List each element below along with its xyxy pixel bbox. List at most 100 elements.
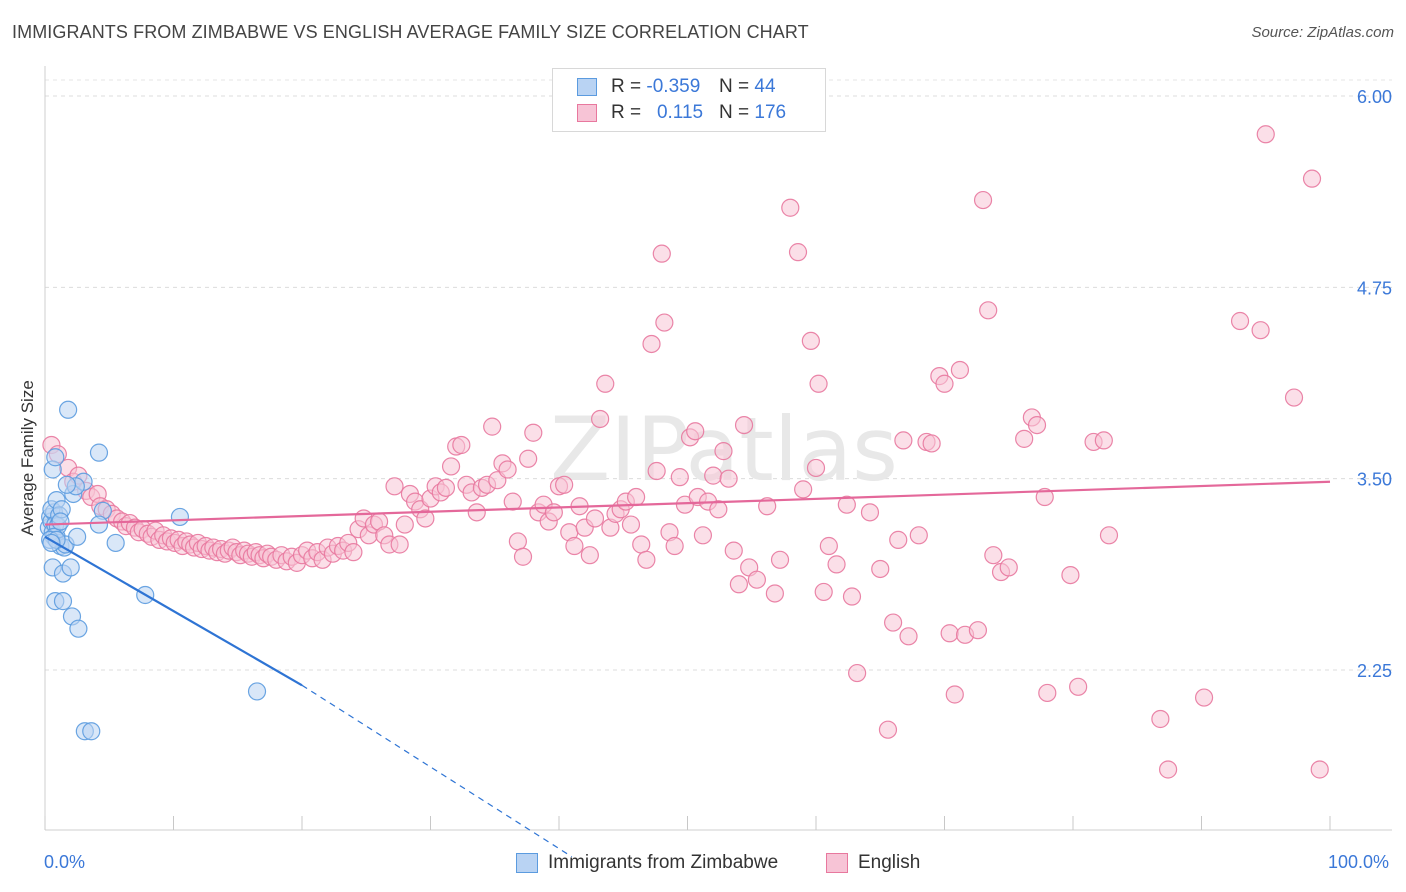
english-point	[585, 509, 605, 528]
english-point	[1194, 688, 1214, 707]
legend-n-zimbabwe: N = 44	[719, 76, 776, 97]
chart-title: IMMIGRANTS FROM ZIMBABWE VS ENGLISH AVER…	[12, 22, 809, 42]
english-point	[801, 331, 820, 351]
english-point	[809, 374, 828, 393]
zimbabwe-point	[82, 722, 101, 741]
zimbabwe-point	[59, 400, 78, 419]
zimbabwe-trend-line	[44, 535, 303, 687]
legend-n-english: N = 176	[719, 102, 787, 123]
english-point	[395, 515, 414, 534]
legend-swatch-blue	[577, 78, 597, 96]
english-point	[344, 543, 363, 562]
english-point	[747, 570, 766, 589]
english-point	[693, 526, 713, 545]
english-point	[781, 198, 800, 217]
english-point	[642, 334, 661, 354]
english-point	[827, 555, 846, 574]
english-point	[626, 487, 646, 507]
english-point	[1230, 311, 1250, 331]
english-point	[724, 541, 743, 560]
english-point	[1251, 321, 1270, 340]
english-point	[842, 587, 862, 606]
english-point	[441, 457, 461, 476]
english-point	[709, 500, 728, 519]
zimbabwe-point	[170, 507, 190, 527]
english-point	[999, 558, 1018, 577]
english-point	[968, 621, 988, 640]
english-point	[1256, 125, 1275, 144]
english-point	[436, 478, 456, 497]
english-point	[519, 449, 538, 468]
english-point	[819, 536, 838, 556]
english-point	[899, 627, 918, 646]
english-point	[670, 468, 689, 487]
english-point	[860, 503, 880, 522]
zimbabwe-point	[46, 448, 65, 467]
english-point	[714, 442, 733, 461]
english-point	[979, 301, 998, 320]
english-point	[513, 547, 533, 566]
english-point	[871, 559, 890, 579]
english-point	[591, 409, 610, 429]
zimbabwe-point	[89, 443, 109, 462]
english-point	[935, 374, 954, 393]
bottom-legend-english: English	[826, 852, 920, 874]
english-point	[390, 535, 409, 554]
bottom-legend-zimbabwe: Immigrants from Zimbabwe	[516, 852, 778, 874]
bottom-swatch-pink	[826, 853, 848, 873]
english-point	[984, 546, 1003, 565]
y-axis-title: Average Family Size	[18, 380, 37, 536]
legend-swatch-pink	[577, 104, 597, 122]
english-point	[909, 526, 928, 545]
english-point	[973, 190, 993, 210]
bottom-swatch-blue	[516, 853, 538, 873]
english-point	[814, 582, 833, 602]
english-point	[806, 458, 826, 478]
x-max-label: 100.0%	[1328, 852, 1390, 872]
english-point	[950, 360, 970, 380]
english-points	[42, 125, 1329, 779]
english-point	[837, 495, 856, 514]
y-tick-label: 2.25	[1357, 661, 1392, 681]
english-point	[1310, 760, 1329, 779]
legend-r-zimbabwe: R = -0.359	[611, 76, 701, 97]
english-point	[647, 461, 666, 481]
english-point	[637, 550, 656, 569]
english-point	[788, 243, 808, 262]
english-point	[524, 423, 543, 442]
zimbabwe-point	[51, 512, 70, 531]
english-point	[498, 460, 517, 479]
english-point	[1158, 760, 1178, 779]
zimbabwe-trend-extension	[301, 684, 573, 858]
english-point	[945, 685, 964, 704]
english-point	[734, 415, 754, 435]
legend-r-english: R = 0.115	[611, 102, 704, 123]
english-point	[940, 624, 959, 643]
english-point	[1035, 487, 1054, 507]
english-point	[894, 431, 913, 450]
zimbabwe-point	[61, 558, 80, 577]
english-point	[385, 477, 404, 496]
english-point	[503, 492, 522, 511]
english-point	[1302, 169, 1322, 188]
english-point	[632, 535, 651, 554]
english-point	[878, 720, 898, 739]
source-label: Source: ZipAtlas.com	[1251, 24, 1394, 41]
english-point	[1061, 565, 1080, 585]
english-point	[1069, 677, 1088, 696]
zimbabwe-point	[106, 533, 125, 553]
english-point	[1151, 709, 1170, 729]
bottom-legend-label-english: English	[858, 852, 921, 873]
english-point	[1015, 429, 1034, 448]
y-tick-labels: 2.25 3.50 4.75 6.00	[1357, 87, 1392, 681]
trend-lines	[44, 480, 1331, 858]
english-point	[765, 584, 784, 603]
english-point	[1094, 431, 1113, 450]
english-point	[770, 550, 790, 569]
legend-row-zimbabwe: R = -0.359 N = 44	[577, 75, 776, 99]
english-point	[596, 374, 615, 393]
gridlines	[45, 79, 1392, 671]
english-point	[794, 480, 813, 499]
english-point	[416, 509, 435, 528]
